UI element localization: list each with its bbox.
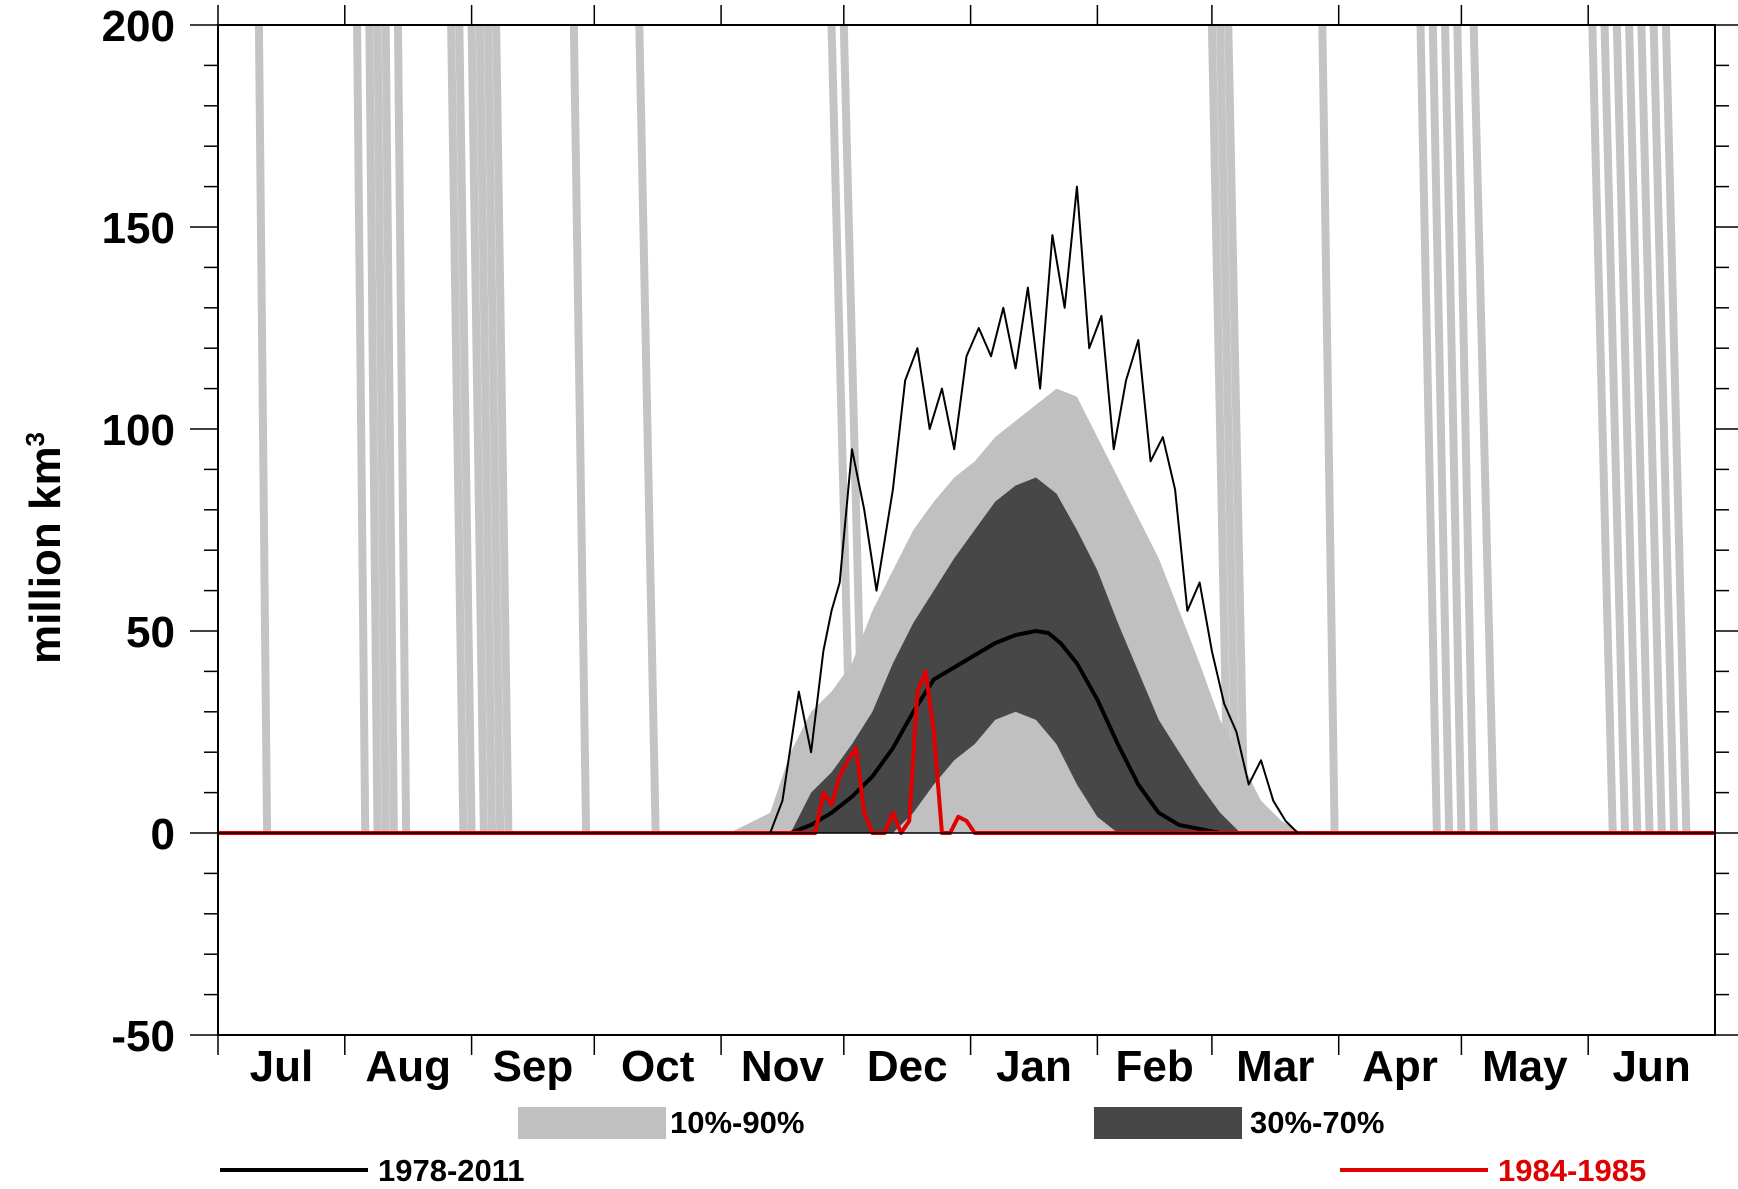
x-tick-label-nov: Nov	[741, 1042, 825, 1091]
x-tick-label-apr: Apr	[1362, 1042, 1438, 1091]
legend-item-10%-90%: 10%-90%	[518, 1105, 804, 1140]
legend-label: 1978-2011	[378, 1153, 525, 1188]
artifact-line-10	[483, 25, 505, 834]
artifact-line-22	[1441, 25, 1466, 834]
y-tick-label: 0	[151, 810, 175, 859]
legend: 10%-90% 30%-70% 1978-2011 1984-1985	[220, 1105, 1646, 1188]
legend-item-1984-1985: 1984-1985	[1340, 1153, 1646, 1188]
artifact-line-9	[475, 25, 497, 834]
artifact-line-4	[381, 25, 398, 834]
artifact-line-29	[1637, 25, 1666, 834]
y-tick-label: 200	[102, 2, 175, 51]
x-tick-label-jun: Jun	[1612, 1042, 1690, 1091]
x-tick-label-mar: Mar	[1236, 1042, 1314, 1091]
artifact-line-21	[1428, 25, 1454, 834]
legend-item-30%-70%: 30%-70%	[1094, 1105, 1384, 1140]
x-tick-label-aug: Aug	[365, 1042, 451, 1091]
y-tick-label: 100	[102, 406, 175, 455]
x-tick-label-may: May	[1482, 1042, 1568, 1091]
y-axis-title-superscript: 3	[20, 432, 50, 446]
artifact-line-8	[467, 25, 488, 834]
x-tick-label-feb: Feb	[1116, 1042, 1194, 1091]
artifact-line-30	[1649, 25, 1679, 834]
artifact-line-19	[1318, 25, 1339, 834]
artifact-line-3	[373, 25, 390, 834]
artifact-line-23	[1453, 25, 1478, 834]
y-axis-title-text: million km	[21, 446, 70, 664]
artifact-line-12	[569, 25, 591, 834]
artifact-line-26	[1600, 25, 1630, 834]
artifact-line-24	[1469, 25, 1499, 834]
artifact-line-0	[254, 25, 272, 834]
y-tick-label: 50	[126, 608, 175, 657]
artifact-line-17	[1216, 25, 1241, 834]
legend-swatch	[518, 1107, 666, 1139]
max-outline-line	[769, 185, 1299, 834]
artifact-line-25	[1588, 25, 1617, 834]
artifact-line-7	[455, 25, 476, 834]
band-30-70-	[790, 477, 1241, 833]
artifact-line-6	[447, 25, 468, 834]
artifact-line-31	[1661, 25, 1691, 834]
legend-label: 1984-1985	[1498, 1153, 1646, 1188]
axis-labels: -50 0 50 100 150 200 Jul Aug Sep Oct Nov Dec Jan Feb M…	[102, 2, 1691, 1091]
legend-item-1978-2011: 1978-2011	[220, 1153, 525, 1188]
artifact-line-28	[1625, 25, 1654, 834]
series-lines	[218, 185, 1715, 835]
plot-frame	[217, 24, 1716, 1036]
artifact-line-18	[1224, 25, 1249, 834]
x-tick-label-jul: Jul	[250, 1042, 314, 1091]
x-tick-label-sep: Sep	[493, 1042, 574, 1091]
series-line-1984-1985	[218, 669, 1715, 835]
y-axis-title: million km3	[20, 432, 70, 664]
artifact-lines	[254, 25, 1691, 834]
percentile-bands	[729, 388, 1302, 833]
artifact-line-11	[492, 25, 513, 834]
x-tick-label-oct: Oct	[621, 1042, 695, 1091]
artifact-line-20	[1416, 25, 1441, 834]
artifact-line-27	[1612, 25, 1642, 834]
x-tick-label-dec: Dec	[867, 1042, 948, 1091]
y-tick-label: -50	[111, 1012, 175, 1061]
plot-border	[217, 24, 1716, 1036]
artifact-line-16	[1207, 25, 1233, 834]
y-tick-label: 150	[102, 204, 175, 253]
artifact-line-2	[365, 25, 382, 834]
legend-label: 10%-90%	[670, 1105, 804, 1140]
artifact-line-5	[393, 25, 411, 834]
artifact-line-13	[635, 25, 660, 834]
legend-swatch	[1094, 1107, 1242, 1139]
x-tick-label-jan: Jan	[996, 1042, 1072, 1091]
series-line-1978-2011	[218, 629, 1715, 835]
axis-ticks	[190, 5, 1738, 1055]
artifact-line-1	[353, 25, 370, 834]
legend-label: 30%-70%	[1250, 1105, 1384, 1140]
